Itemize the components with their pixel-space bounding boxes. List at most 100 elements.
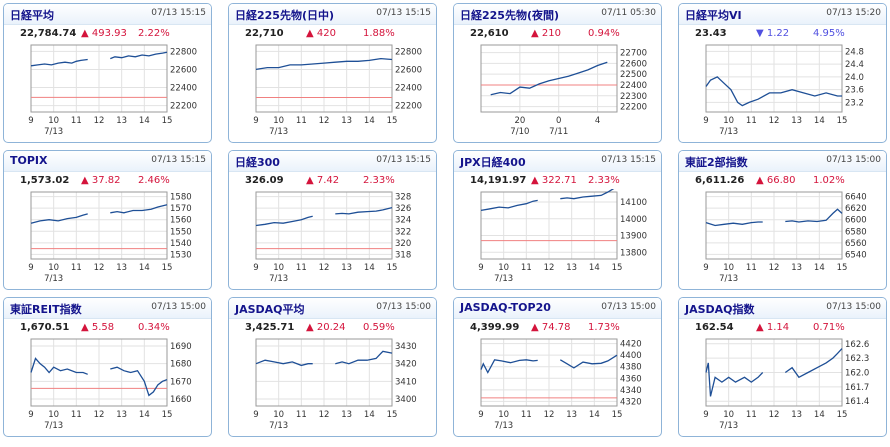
x-tick-label: 14 <box>364 410 375 420</box>
y-tick-label: 22600 <box>620 59 647 69</box>
y-tick-label: 4420 <box>620 340 642 350</box>
x-tick-label: 12 <box>544 263 555 273</box>
index-card[interactable]: JASDAQ平均 07/13 15:00 3,425.71 ▲ 20.24 0.59% 9… <box>228 297 437 437</box>
y-tick-label: 6600 <box>845 216 867 226</box>
change-percent: 4.95% <box>813 28 845 39</box>
x-tick-label: 14 <box>139 410 150 420</box>
index-title[interactable]: 東証2部指数 <box>685 156 748 169</box>
price-line <box>785 208 843 223</box>
index-title[interactable]: JPX日経400 <box>460 156 526 169</box>
x-tick-label: 14 <box>814 263 825 273</box>
change-value: ▲ 5.58 <box>81 322 114 333</box>
x-tick-label: 11 <box>296 410 307 420</box>
index-card[interactable]: 東証REIT指数 07/13 15:00 1,670.51 ▲ 5.58 0.34% 9 1… <box>3 297 212 437</box>
line-chart: 9 10 11 12 13 14 15 22800 22600 22400 22200 7/13 <box>253 44 422 137</box>
index-title[interactable]: 日経平均VI <box>685 9 742 22</box>
x-tick-label: 13 <box>116 116 127 126</box>
chart-area: 9 10 11 12 13 14 15 14100 14000 13900 13800 7/13 <box>454 186 661 289</box>
price-value: 326.09 <box>245 175 284 186</box>
x-tick-label: 11 <box>71 263 82 273</box>
card-header: JASDAQ指数 07/13 15:00 <box>679 298 886 319</box>
date-label: 7/13 <box>494 274 513 284</box>
price-value: 1,670.51 <box>20 322 70 333</box>
price-value: 162.54 <box>695 322 734 333</box>
y-tick-label: 22800 <box>395 47 422 57</box>
date-label: 7/13 <box>269 274 288 284</box>
index-card[interactable]: 日経平均 07/13 15:15 22,784.74 ▲ 493.93 2.22% 9 10… <box>3 3 212 143</box>
update-time: 07/13 15:15 <box>151 8 206 18</box>
index-card[interactable]: 日経225先物(夜間) 07/11 05:30 22,610 ▲ 210 0.94% 20… <box>453 3 662 143</box>
chart-area: 9 10 11 12 13 14 15 24.8 24.4 24.0 23.6 23.2 7/13 <box>679 42 886 142</box>
date-label: 7/13 <box>44 127 63 137</box>
x-tick-label: 13 <box>341 263 352 273</box>
price-line <box>255 359 313 367</box>
change-value: ▲ 20.24 <box>306 322 346 333</box>
x-tick-label: 14 <box>364 263 375 273</box>
x-tick-label: 15 <box>387 116 398 126</box>
change-percent: 2.46% <box>138 175 170 186</box>
index-title[interactable]: 日経300 <box>235 156 280 169</box>
chart-area: 9 10 11 12 13 14 15 3430 3420 3410 3400 7/13 <box>229 336 436 436</box>
line-chart: 9 10 11 12 13 14 15 22800 22600 22400 22200 7/13 <box>28 44 197 137</box>
change-number: 1.22 <box>766 28 790 39</box>
price-line <box>30 213 88 224</box>
price-line <box>110 51 168 60</box>
date-label: 7/13 <box>269 421 288 431</box>
index-card[interactable]: JASDAQ-TOP20 07/13 15:00 4,399.99 ▲ 74.78 1.… <box>453 297 662 437</box>
index-title[interactable]: JASDAQ指数 <box>685 303 755 316</box>
index-card[interactable]: JASDAQ指数 07/13 15:00 162.54 ▲ 1.14 0.71% 9 10 1… <box>678 297 887 437</box>
price-value: 3,425.71 <box>245 322 295 333</box>
price-line <box>110 366 168 397</box>
card-header: 日経225先物(日中) 07/13 15:15 <box>229 4 436 25</box>
card-header: 東証2部指数 07/13 15:00 <box>679 151 886 172</box>
arrow-up-icon: ▲ <box>306 28 317 39</box>
index-card[interactable]: 日経225先物(日中) 07/13 15:15 22,710 ▲ 420 1.88% 9 1… <box>228 3 437 143</box>
y-tick-label: 24.0 <box>845 73 864 83</box>
x-tick-label: 14 <box>814 410 825 420</box>
line-chart: 9 10 11 12 13 14 15 1690 1680 1670 1660 7/13 <box>28 338 192 431</box>
x-tick-label: 12 <box>319 116 330 126</box>
index-card[interactable]: 日経平均VI 07/13 15:20 23.43 ▼ 1.22 4.95% 9 10 11 12… <box>678 3 887 143</box>
price-line <box>784 348 843 379</box>
x-tick-label: 9 <box>28 116 33 126</box>
index-title[interactable]: TOPIX <box>10 154 48 167</box>
x-tick-label: 9 <box>703 410 708 420</box>
index-card[interactable]: 日経300 07/13 15:15 326.09 ▲ 7.42 2.33% 9 10 11 12… <box>228 150 437 290</box>
x-tick-label: 15 <box>612 410 623 420</box>
x-tick-label: 10 <box>273 116 284 126</box>
price-line <box>560 186 618 200</box>
price-line <box>255 215 313 227</box>
index-card[interactable]: JPX日経400 07/13 15:15 14,191.97 ▲ 322.71 2.33… <box>453 150 662 290</box>
price-line <box>705 76 842 107</box>
change-number: 210 <box>541 28 561 39</box>
index-title[interactable]: 日経225先物(日中) <box>235 9 335 22</box>
y-tick-label: 1570 <box>170 204 192 214</box>
change-percent: 1.02% <box>813 175 845 186</box>
index-card[interactable]: 東証2部指数 07/13 15:00 6,611.26 ▲ 66.80 1.02% 9 10… <box>678 150 887 290</box>
index-title[interactable]: 日経225先物(夜間) <box>460 9 560 22</box>
index-card[interactable]: TOPIX 07/13 15:15 1,573.02 ▲ 37.82 2.46% 9 10 1… <box>3 150 212 290</box>
y-tick-label: 22800 <box>170 47 197 57</box>
x-tick-label: 12 <box>319 410 330 420</box>
index-title[interactable]: 東証REIT指数 <box>10 303 82 316</box>
change-value: ▲ 74.78 <box>531 322 571 333</box>
change-value: ▲ 322.71 <box>531 175 577 186</box>
y-tick-label: 1690 <box>170 342 192 352</box>
y-tick-label: 22600 <box>395 65 422 75</box>
y-tick-label: 23.6 <box>845 86 864 96</box>
index-title[interactable]: JASDAQ平均 <box>235 303 305 316</box>
index-title[interactable]: 日経平均 <box>10 9 54 22</box>
y-tick-label: 22400 <box>395 84 422 94</box>
x-tick-label: 15 <box>387 263 398 273</box>
x-tick-label: 12 <box>94 263 105 273</box>
index-title[interactable]: JASDAQ-TOP20 <box>460 301 551 314</box>
date-label: 7/13 <box>44 274 63 284</box>
x-tick-label: 9 <box>28 263 33 273</box>
x-tick-label: 15 <box>162 263 173 273</box>
arrow-up-icon: ▲ <box>81 175 92 186</box>
change-number: 493.93 <box>91 28 127 39</box>
chart-area: 9 10 11 12 13 14 15 1580 1570 1560 1550 1540 1530 7/1… <box>4 189 211 289</box>
plot-frame <box>255 338 393 407</box>
plot-frame <box>30 191 168 260</box>
y-tick-label: 161.4 <box>845 397 869 407</box>
